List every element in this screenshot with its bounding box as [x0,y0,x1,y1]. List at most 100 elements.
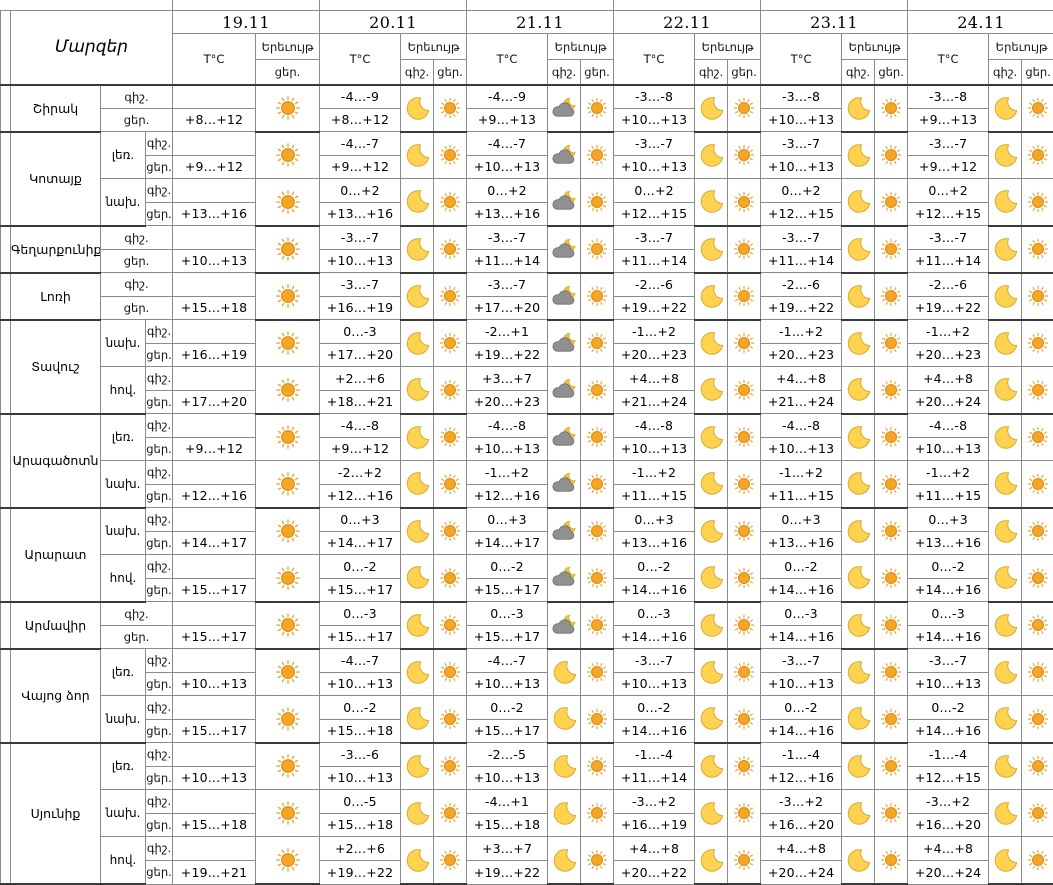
day-temp-cell: +13...+16 [760,530,843,555]
table-row: ցեր. +17...+20 +18...+21 +20...+23 +21...+24… [1,389,1053,414]
day-temp-cell: +20...+23 [760,342,843,367]
night-temp-cell: -2...-5 [466,742,549,767]
day-temp-cell: +15...+18 [172,295,257,320]
sun-icon [586,427,608,448]
night-temp-cell: -4...-8 [613,413,696,438]
day-temp-cell: +10...+13 [613,154,696,179]
day-temp-cell: +21...+24 [613,389,696,414]
zone-name: լեռ. [100,131,146,179]
moon-icon [994,801,1017,825]
day-temp-cell: +10...+13 [907,671,990,696]
night-icon-cell [694,836,729,885]
day-temp-cell: +17...+20 [466,295,549,320]
table-row: նախ. գիշ. 0...-2 0...-2 0...-2 0...-2 0...-2 [1,695,1053,744]
night-temp-cell [172,272,257,297]
table-row: ցեր. +15...+17 +15...+18 +15...+17 +14...+16… [1,718,1053,743]
night-icon-cell [694,648,729,696]
sun-icon [439,333,461,354]
night-icon-cell [547,554,582,603]
night-temp-cell: -1...+2 [760,319,843,344]
day-label: ցեր. [99,295,174,320]
table-row: ցեր. +10...+13 +10...+13 +10...+13 +10...+13… [1,671,1053,696]
night-icon-cell [400,695,435,744]
day-icon-cell [580,836,615,885]
day-temp-cell: +15...+18 [319,812,402,837]
night-icon-cell [694,225,729,274]
night-temp-cell: 0...-2 [613,695,696,720]
gutter-cell [0,272,11,321]
day-icon-cell [874,789,909,837]
day-temp-cell: +14...+16 [613,718,696,743]
night-temp-cell: -2...+2 [319,460,402,485]
night-temp-cell: 0...-2 [319,695,402,720]
night-icon-cell [400,507,435,555]
day-temp-cell: +16...+19 [319,295,402,320]
table-row: ցեր. +15...+18 +16...+19 +17...+20 +19...+22… [1,295,1053,320]
night-icon-cell [547,225,582,274]
moon-icon [994,472,1017,495]
night-temp-cell [172,789,257,814]
night-temp-cell: -4...-8 [760,413,843,438]
day-temp-cell: +9...+12 [907,154,990,179]
zone-name: լեռ. [100,648,146,696]
day-icon-cell [874,836,909,885]
table-row: Արմավիր գիշ. 0...-3 0...-3 0...-3 0...-3 0...… [0,601,1053,650]
day-icon-cell [727,695,762,744]
day-label: ցեր. [144,389,174,414]
day-icon-cell [255,836,321,885]
day-label: ցեր. [144,812,174,837]
table-row: Գեղարքունիք գիշ. -3...-7 -3...-7 -3...-7 -3.… [0,225,1053,274]
moon-icon [406,237,429,261]
night-icon-cell [988,695,1023,744]
table-row: ցեր. +8...+12 +8...+12 +9...+13 +10...+13 +10… [1,107,1053,132]
sun-icon [733,662,755,683]
sun-icon [1027,333,1049,354]
sun-icon [1027,473,1049,494]
day-temp-cell: +11...+14 [760,248,843,273]
sun-icon [733,614,755,636]
night-temp-cell: -3...-7 [613,225,696,250]
moon-icon [994,331,1017,355]
day-icon-cell [255,460,321,509]
sun-icon [1027,238,1049,260]
moon-icon [994,566,1017,589]
night-icon-cell [841,460,876,509]
table-row: հով. գիշ. 0...-2 0...-2 0...-2 0...-2 0...-2 [1,554,1053,603]
night-icon-cell [988,836,1023,885]
night-icon-cell [841,319,876,367]
moon-icon [406,143,429,167]
night-temp-cell: -4...-8 [466,413,549,438]
day-icon-cell [433,648,468,696]
day-temp-cell: +14...+16 [907,624,990,649]
day-temp-cell: +12...+16 [172,483,257,508]
night-icon-cell [988,554,1023,603]
night-temp-cell: -3...-7 [907,225,990,250]
night-icon-cell [400,178,435,227]
region-name: Գեղարքունիք [10,225,101,274]
day-icon-cell [1021,84,1053,133]
day-icon-cell [580,695,615,744]
sun-icon [1027,708,1049,729]
gutter-cell [0,10,11,86]
day-icon-cell [580,84,615,133]
night-temp-cell: -4...-7 [319,131,402,156]
sun-icon [880,473,902,494]
night-temp-cell: 0...+3 [907,507,990,532]
sun-icon [1027,97,1049,119]
region-name: Արարատ [10,507,101,603]
day-subheader: ցեր. [1021,59,1053,86]
night-temp-cell: -4...-7 [466,648,549,673]
night-label: գիշ. [144,742,174,767]
night-temp-cell [172,131,257,156]
table-row: Շիրակ գիշ. -4...-9 -4...-9 -3...-8 -3...-8 -3… [0,84,1053,133]
day-temp-cell: +15...+17 [319,624,402,649]
night-icon-cell [400,272,435,321]
cloud-moon-icon [552,473,576,492]
night-temp-cell: 0...+3 [613,507,696,532]
day-icon-cell [874,272,909,321]
day-icon-cell [727,225,762,274]
day-temp-cell: +10...+13 [172,765,257,790]
sun-icon [733,849,755,871]
table-row: ցեր. +16...+19 +17...+20 +19...+22 +20...+23… [1,342,1053,367]
night-icon-cell [988,272,1023,321]
